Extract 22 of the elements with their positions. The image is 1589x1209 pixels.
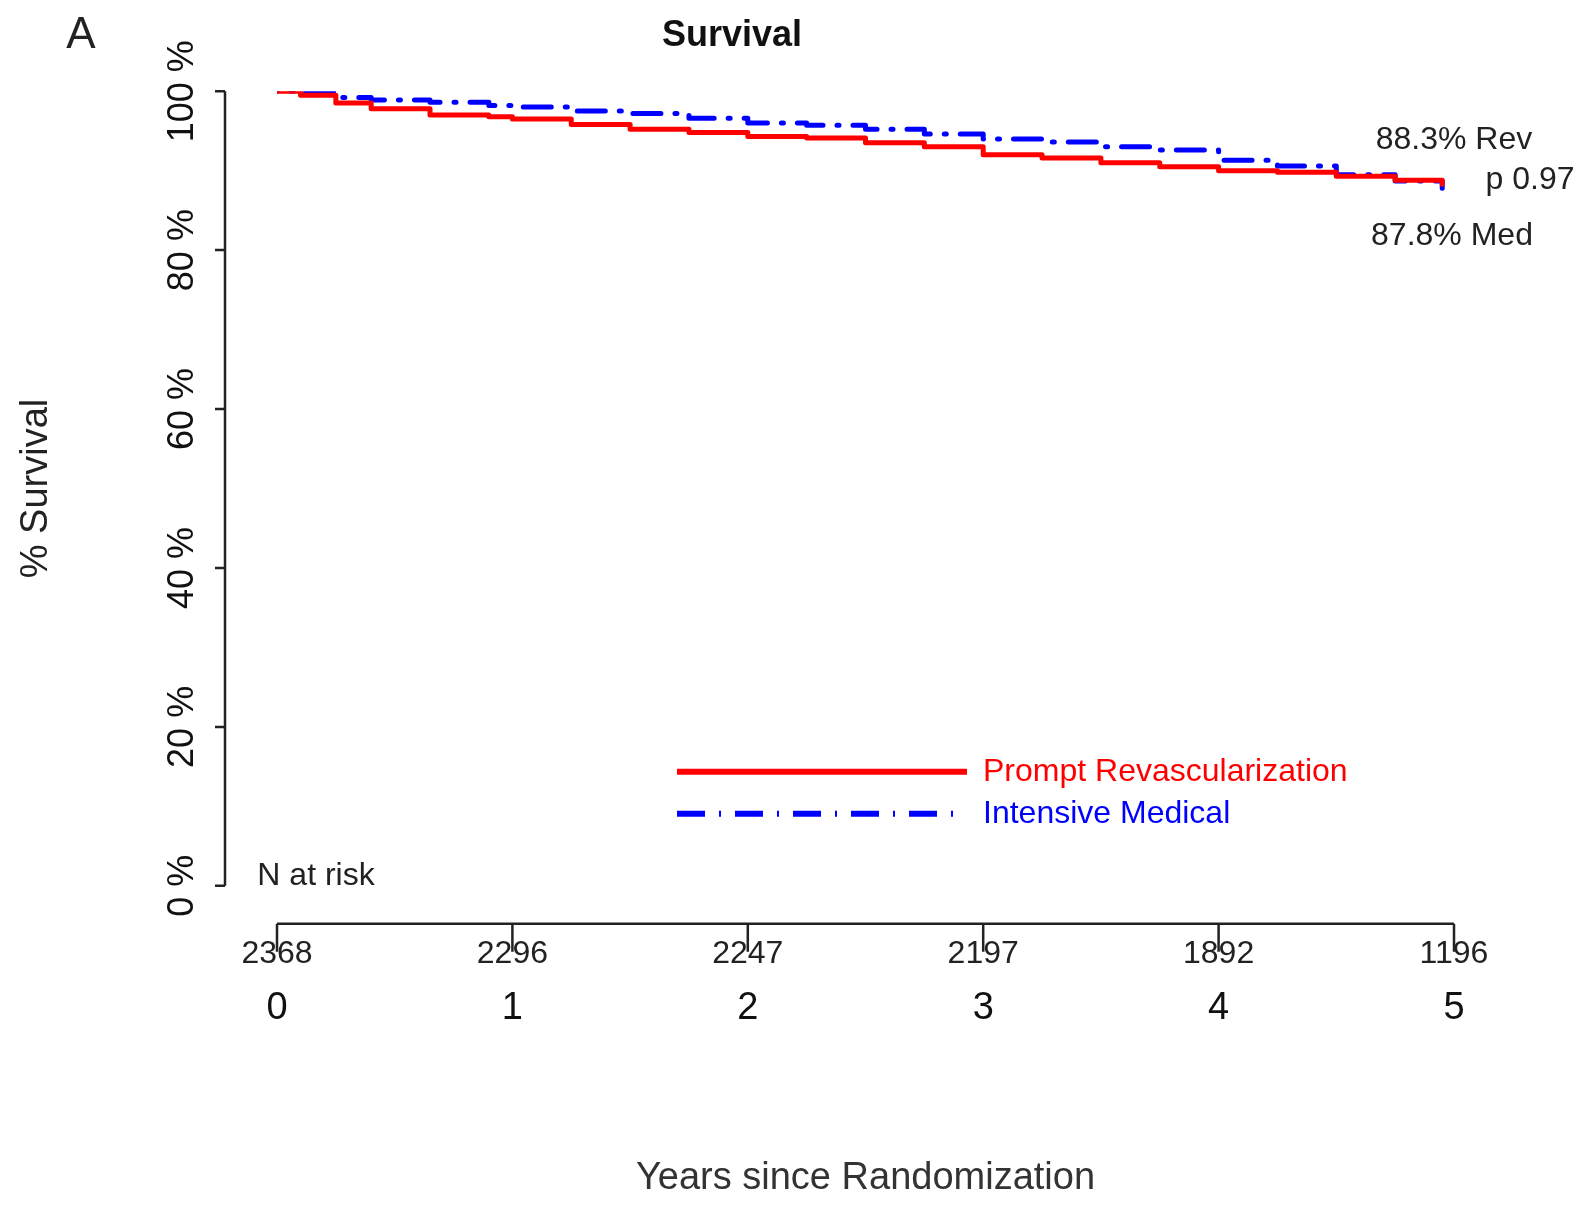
annotation: N at risk xyxy=(257,855,376,892)
annotation: 88.3% Rev xyxy=(1375,119,1533,156)
y-axis-title: % Survival xyxy=(13,398,56,579)
x-tick-label: 3 xyxy=(972,985,994,1028)
x-tick-label: 2 xyxy=(737,985,759,1028)
text: Prompt Revascularization xyxy=(983,751,1348,788)
x-tick-label: 5 xyxy=(1443,985,1465,1028)
y-tick-label: 0 % xyxy=(159,854,201,917)
chart-title: Survival xyxy=(661,12,803,54)
y-tick-label: 60 % xyxy=(159,368,201,451)
y-tick-label: 40 % xyxy=(159,526,201,609)
y-tick-label: 80 % xyxy=(159,209,201,292)
text: Intensive Medical xyxy=(983,793,1231,830)
x-tick-label: 1 xyxy=(501,985,523,1028)
x-tick-label: 4 xyxy=(1208,985,1230,1028)
y-tick-label: 20 % xyxy=(159,685,201,768)
text: p 0.97 xyxy=(1485,159,1575,196)
text: A xyxy=(66,8,97,58)
x-axis-title: Years since Randomization xyxy=(635,1154,1096,1197)
x-tick-label: 0 xyxy=(266,985,288,1028)
annotation: 87.8% Med xyxy=(1371,215,1533,252)
y-tick-label: 100 % xyxy=(159,40,201,143)
